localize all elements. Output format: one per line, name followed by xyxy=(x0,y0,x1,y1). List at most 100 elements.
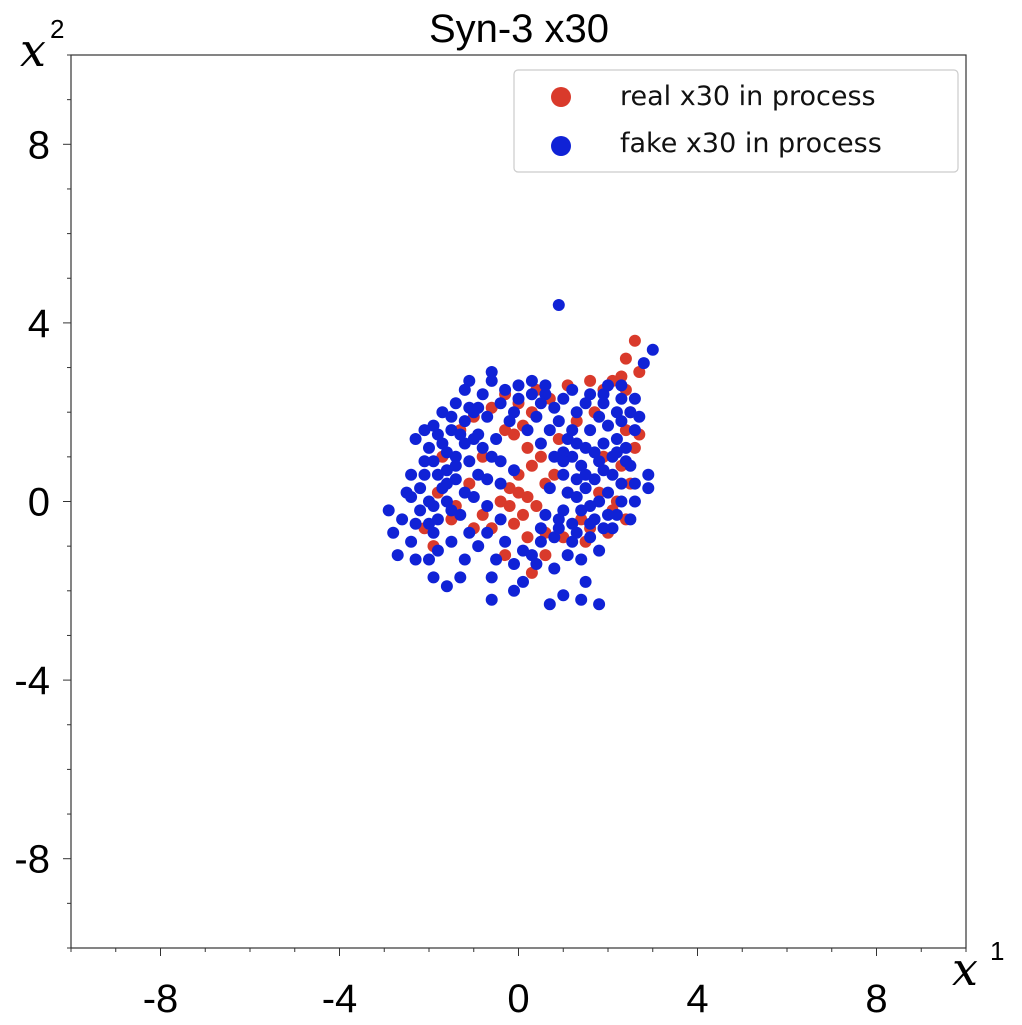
data-point xyxy=(467,491,480,503)
chart-title: Syn-3 x30 xyxy=(429,7,609,51)
data-point xyxy=(593,495,606,508)
data-point xyxy=(584,500,597,512)
data-point xyxy=(490,433,503,445)
data-point xyxy=(427,455,440,468)
data-point xyxy=(548,401,561,414)
x-tick-label: -4 xyxy=(322,977,358,1020)
data-point xyxy=(624,406,637,419)
data-point xyxy=(584,424,597,437)
data-point xyxy=(458,553,471,566)
data-point xyxy=(423,495,435,508)
data-point xyxy=(610,433,623,445)
data-point xyxy=(449,450,462,463)
data-point xyxy=(602,486,614,499)
data-point xyxy=(615,477,628,490)
data-point xyxy=(423,441,435,454)
data-point xyxy=(637,357,650,370)
data-point xyxy=(597,397,610,410)
data-point xyxy=(548,562,561,575)
data-point xyxy=(409,433,422,445)
data-point xyxy=(566,383,579,396)
data-point xyxy=(521,441,534,454)
data-point xyxy=(418,468,431,481)
data-point xyxy=(503,482,516,495)
y-tick-label: 8 xyxy=(28,123,50,167)
data-point xyxy=(481,410,494,423)
data-point xyxy=(530,500,543,512)
data-points xyxy=(382,299,659,611)
data-point xyxy=(476,388,489,401)
data-point xyxy=(485,374,498,387)
data-point xyxy=(427,419,440,432)
series-real xyxy=(418,334,646,579)
x-tick-label: 4 xyxy=(686,977,708,1020)
data-point xyxy=(579,397,592,410)
data-point xyxy=(628,424,641,437)
data-point xyxy=(431,513,444,526)
data-point xyxy=(539,549,552,562)
legend-box xyxy=(513,69,959,173)
data-point xyxy=(633,366,646,378)
data-point xyxy=(423,553,435,566)
data-point xyxy=(619,352,632,365)
data-point xyxy=(431,428,444,441)
data-point xyxy=(427,571,440,584)
data-point xyxy=(579,575,592,588)
data-point xyxy=(476,508,489,521)
data-point xyxy=(445,424,458,437)
data-point xyxy=(445,504,458,517)
data-point xyxy=(566,535,579,548)
axis-ticks: -8 -4 0 4 8 8 4 0 -4 -8 xyxy=(14,54,967,1021)
x-tick-label: 8 xyxy=(865,977,887,1020)
data-point xyxy=(557,589,570,602)
data-point xyxy=(472,401,485,414)
data-point xyxy=(552,299,565,311)
data-point xyxy=(454,428,467,441)
data-point xyxy=(405,468,418,481)
data-point xyxy=(458,383,471,396)
data-point xyxy=(414,504,427,517)
data-point xyxy=(508,406,520,419)
data-point xyxy=(467,433,480,445)
data-point xyxy=(557,504,570,517)
data-point xyxy=(485,366,498,378)
data-point xyxy=(503,500,516,512)
data-point xyxy=(642,468,655,481)
data-point xyxy=(593,455,606,468)
data-point xyxy=(628,495,641,508)
data-point xyxy=(584,517,597,530)
data-point xyxy=(597,437,610,450)
data-point xyxy=(597,388,610,401)
data-point xyxy=(458,486,471,499)
data-point xyxy=(534,450,547,463)
data-point xyxy=(615,495,628,508)
data-point xyxy=(521,491,534,503)
data-point xyxy=(508,517,520,530)
series-fake xyxy=(382,299,659,611)
data-point xyxy=(552,513,565,526)
data-point xyxy=(454,508,467,521)
data-point xyxy=(405,491,418,503)
data-point xyxy=(584,531,597,544)
y-tick-label: -4 xyxy=(14,659,50,703)
data-point xyxy=(391,549,404,562)
data-point xyxy=(463,455,476,468)
legend-label-fake: fake x30 in process xyxy=(620,128,882,159)
data-point xyxy=(575,553,588,566)
data-point xyxy=(575,593,588,606)
y-tick-label: 0 xyxy=(28,481,50,525)
data-point xyxy=(561,433,574,445)
data-point xyxy=(619,441,632,454)
data-point xyxy=(508,584,520,597)
data-point xyxy=(534,522,547,535)
data-point xyxy=(628,477,641,490)
data-point xyxy=(440,580,453,593)
data-point xyxy=(579,468,592,481)
data-point xyxy=(449,459,462,472)
data-point xyxy=(525,566,538,579)
data-point xyxy=(494,455,507,468)
x-tick-label: -8 xyxy=(143,977,179,1020)
y-axis-label-base: x xyxy=(20,23,46,77)
data-point xyxy=(557,446,570,459)
